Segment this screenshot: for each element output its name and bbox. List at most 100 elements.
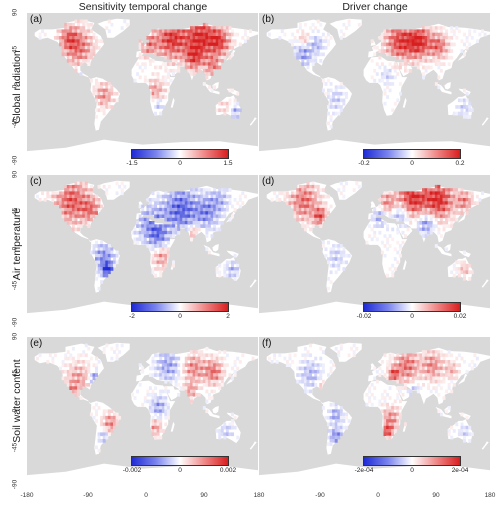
grid-cell <box>311 369 315 374</box>
grid-cell <box>190 366 193 371</box>
grid-cell <box>442 204 446 209</box>
grid-cell <box>465 191 469 196</box>
grid-cell <box>393 39 397 43</box>
grid-cell <box>337 95 341 99</box>
grid-cell <box>301 373 305 377</box>
grid-cell <box>460 198 464 202</box>
grid-cell <box>77 389 81 394</box>
grid-cell <box>107 95 111 99</box>
grid-cell <box>200 217 204 222</box>
grid-cell <box>148 244 152 248</box>
grid-cell <box>388 373 392 377</box>
grid-cell <box>100 273 104 278</box>
grid-cell <box>169 68 173 73</box>
grid-cell <box>404 59 407 63</box>
grid-cell <box>309 363 313 367</box>
grid-cell <box>110 346 114 351</box>
grid-cell <box>416 386 420 390</box>
grid-cell <box>437 198 441 202</box>
grid-cell <box>225 39 229 43</box>
grid-cell <box>337 257 341 261</box>
grid-cell <box>414 363 418 367</box>
grid-cell <box>190 230 193 235</box>
grid-cell <box>200 363 204 367</box>
grid-cell <box>74 32 78 37</box>
grid-cell <box>388 363 392 367</box>
grid-cell <box>468 194 472 199</box>
grid-cell <box>195 366 199 371</box>
grid-cell <box>429 52 433 57</box>
grid-cell <box>345 425 348 430</box>
grid-cell <box>406 379 410 384</box>
grid-cell <box>404 39 407 43</box>
grid-cell <box>342 253 346 258</box>
grid-cell <box>218 194 222 199</box>
grid-cell <box>66 198 70 202</box>
grid-cell <box>164 191 168 196</box>
grid-cell <box>74 29 78 34</box>
grid-cell <box>97 247 101 252</box>
grid-cell <box>228 425 232 430</box>
grid-cell <box>161 240 165 245</box>
grid-cell <box>373 214 377 219</box>
grid-cell <box>102 101 106 106</box>
grid-cell <box>164 42 168 47</box>
grid-cell <box>113 425 116 430</box>
grid-cell <box>190 29 193 34</box>
grid-cell <box>143 237 147 242</box>
grid-cell <box>339 429 343 433</box>
grid-cell <box>463 439 466 443</box>
grid-cell <box>113 415 116 420</box>
grid-cell <box>179 214 183 219</box>
grid-cell <box>71 55 75 60</box>
grid-cell <box>383 234 387 238</box>
grid-cell <box>92 45 96 50</box>
grid-cell <box>154 95 158 99</box>
grid-cell <box>200 52 204 57</box>
grid-cell <box>192 369 196 374</box>
grid-cell <box>200 379 204 384</box>
grid-cell <box>388 29 392 34</box>
grid-cell <box>429 356 433 361</box>
grid-cell <box>432 201 436 205</box>
grid-cell <box>82 42 86 47</box>
grid-cell <box>146 244 150 248</box>
grid-cell <box>174 42 178 47</box>
grid-cell <box>285 194 289 199</box>
grid-cell <box>79 29 83 34</box>
grid-cell <box>380 224 384 228</box>
grid-cell <box>187 29 191 34</box>
grid-cell <box>314 45 318 50</box>
y-tick-label: -45 <box>11 118 19 129</box>
grid-cell <box>383 373 387 377</box>
grid-cell <box>159 234 163 238</box>
grid-cell <box>231 273 234 278</box>
grid-cell <box>159 91 163 96</box>
grid-cell <box>113 263 116 268</box>
grid-cell <box>388 376 392 381</box>
grid-cell <box>316 204 320 209</box>
grid-cell <box>192 373 196 377</box>
grid-cell <box>455 422 459 427</box>
grid-cell <box>429 42 433 47</box>
grid-cell <box>391 406 395 410</box>
grid-cell <box>439 36 443 40</box>
grid-cell <box>205 399 209 404</box>
grid-cell <box>187 204 191 209</box>
grid-cell <box>102 432 106 437</box>
grid-cell <box>316 49 320 53</box>
grid-cell <box>172 201 175 205</box>
grid-cell <box>398 42 402 47</box>
grid-cell <box>77 392 81 397</box>
grid-cell <box>79 366 83 371</box>
grid-cell <box>166 240 170 245</box>
grid-cell <box>146 42 150 47</box>
grid-cell <box>393 45 397 50</box>
grid-cell <box>422 230 425 235</box>
grid-cell <box>386 75 390 80</box>
grid-cell <box>197 36 201 40</box>
grid-cell <box>225 207 229 212</box>
grid-cell <box>154 396 158 400</box>
grid-cell <box>192 65 196 70</box>
grid-cell <box>146 49 150 53</box>
